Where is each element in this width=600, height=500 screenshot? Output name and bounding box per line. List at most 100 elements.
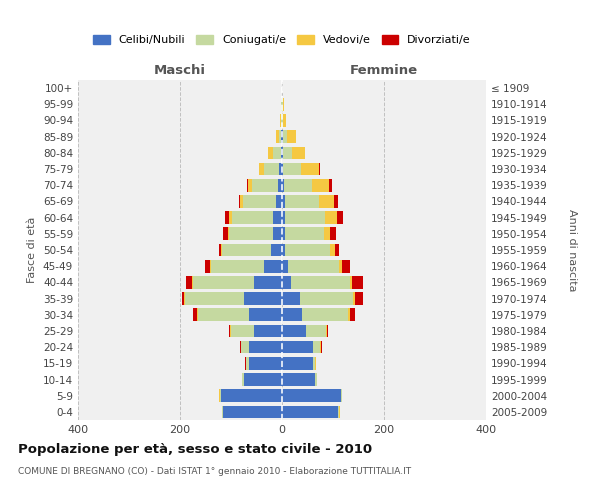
Bar — [329, 179, 332, 192]
Bar — [220, 390, 221, 402]
Bar — [240, 195, 243, 207]
Bar — [184, 292, 185, 305]
Bar — [307, 324, 326, 338]
Bar — [331, 244, 335, 256]
Bar — [279, 130, 281, 143]
Bar — [353, 292, 355, 305]
Bar — [182, 292, 184, 305]
Bar — [253, 179, 278, 192]
Bar — [282, 179, 284, 192]
Bar — [264, 260, 282, 272]
Bar — [302, 308, 349, 321]
Bar — [239, 195, 240, 207]
Bar — [313, 341, 320, 353]
Bar — [319, 195, 334, 207]
Bar — [325, 212, 337, 224]
Bar — [282, 260, 288, 272]
Bar — [185, 292, 244, 305]
Bar — [300, 292, 353, 305]
Bar — [331, 228, 335, 240]
Bar — [223, 228, 228, 240]
Bar — [337, 212, 343, 224]
Bar — [282, 406, 338, 418]
Bar — [232, 212, 273, 224]
Y-axis label: Fasce di età: Fasce di età — [28, 217, 37, 283]
Bar — [273, 212, 282, 224]
Bar — [283, 98, 284, 110]
Bar — [281, 146, 282, 159]
Bar — [282, 162, 283, 175]
Bar — [219, 244, 221, 256]
Bar — [284, 179, 311, 192]
Bar — [282, 244, 284, 256]
Bar — [301, 162, 319, 175]
Bar — [193, 276, 254, 288]
Bar — [229, 228, 273, 240]
Bar — [271, 244, 282, 256]
Bar — [282, 114, 283, 127]
Bar — [223, 406, 282, 418]
Text: COMUNE DI BREGNANO (CO) - Dati ISTAT 1° gennaio 2010 - Elaborazione TUTTITALIA.I: COMUNE DI BREGNANO (CO) - Dati ISTAT 1° … — [18, 468, 411, 476]
Bar — [281, 114, 282, 127]
Bar — [248, 179, 253, 192]
Bar — [287, 130, 296, 143]
Bar — [274, 146, 281, 159]
Bar — [350, 308, 355, 321]
Bar — [284, 244, 331, 256]
Bar — [259, 162, 264, 175]
Bar — [325, 228, 331, 240]
Bar — [221, 390, 282, 402]
Bar — [338, 406, 339, 418]
Bar — [206, 260, 209, 272]
Bar — [283, 146, 292, 159]
Bar — [192, 276, 193, 288]
Bar — [197, 308, 198, 321]
Bar — [278, 179, 282, 192]
Bar — [211, 260, 264, 272]
Bar — [280, 114, 281, 127]
Bar — [313, 357, 315, 370]
Bar — [198, 308, 249, 321]
Bar — [355, 292, 363, 305]
Bar — [273, 228, 282, 240]
Bar — [311, 179, 329, 192]
Bar — [282, 324, 307, 338]
Bar — [221, 244, 223, 256]
Bar — [282, 195, 284, 207]
Bar — [282, 341, 313, 353]
Bar — [242, 373, 244, 386]
Bar — [327, 324, 328, 338]
Y-axis label: Anni di nascita: Anni di nascita — [567, 208, 577, 291]
Bar — [209, 260, 211, 272]
Bar — [339, 260, 342, 272]
Bar — [254, 276, 282, 288]
Bar — [223, 244, 271, 256]
Bar — [283, 114, 286, 127]
Bar — [282, 390, 341, 402]
Bar — [249, 341, 282, 353]
Bar — [349, 308, 350, 321]
Bar — [247, 179, 248, 192]
Bar — [326, 324, 327, 338]
Bar — [247, 357, 249, 370]
Bar — [291, 276, 350, 288]
Bar — [288, 260, 339, 272]
Bar — [276, 195, 282, 207]
Text: Maschi: Maschi — [154, 64, 206, 77]
Bar — [280, 162, 282, 175]
Bar — [241, 341, 249, 353]
Bar — [284, 212, 325, 224]
Text: Femmine: Femmine — [350, 64, 418, 77]
Bar — [284, 228, 325, 240]
Legend: Celibi/Nubili, Coniugati/e, Vedovi/e, Divorziati/e: Celibi/Nubili, Coniugati/e, Vedovi/e, Di… — [93, 34, 471, 46]
Bar — [228, 228, 229, 240]
Bar — [284, 195, 319, 207]
Bar — [193, 308, 197, 321]
Bar — [321, 341, 322, 353]
Bar — [283, 130, 287, 143]
Bar — [249, 308, 282, 321]
Bar — [292, 146, 305, 159]
Bar — [350, 276, 352, 288]
Bar — [282, 357, 313, 370]
Bar — [283, 162, 301, 175]
